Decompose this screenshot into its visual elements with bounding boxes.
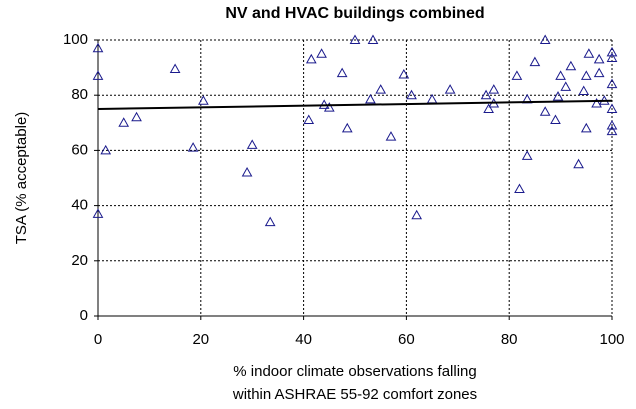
data-point [593, 67, 605, 78]
data-point [591, 97, 602, 108]
data-point [606, 120, 618, 130]
data-point [118, 117, 130, 127]
data-point [385, 131, 397, 141]
data-point [539, 34, 551, 44]
data-point [511, 70, 523, 80]
data-point [131, 111, 142, 122]
data-point [565, 60, 577, 71]
data-point [580, 70, 592, 80]
data-point [514, 183, 525, 194]
y-tick-label: 60 [71, 141, 88, 158]
data-point [593, 53, 605, 64]
data-point [606, 46, 618, 57]
data-point [606, 125, 618, 136]
data-point [241, 166, 253, 177]
x-axis-label: % indoor climate observations falling [233, 363, 476, 380]
y-tick-label: 40 [71, 197, 88, 214]
y-tick-label: 0 [80, 307, 88, 324]
data-point [444, 84, 456, 94]
data-point [169, 63, 181, 73]
data-point [323, 102, 335, 112]
data-point [336, 67, 348, 78]
data-point [539, 106, 551, 116]
data-point [92, 70, 104, 80]
data-point [606, 78, 618, 89]
chart-title: NV and HVAC buildings combined [225, 5, 484, 22]
data-point [198, 95, 209, 105]
y-axis-label: TSA (% acceptable) [13, 112, 30, 245]
data-point [573, 158, 584, 169]
data-point [552, 91, 564, 101]
data-point [411, 209, 423, 220]
data-point [488, 84, 500, 94]
data-point [303, 114, 315, 125]
x-axis-label: within ASHRAE 55-92 comfort zones [232, 386, 477, 403]
data-point [92, 208, 104, 218]
data-point [264, 216, 276, 227]
y-tick-label: 20 [71, 252, 88, 269]
data-point [349, 34, 361, 44]
data-point [398, 68, 410, 79]
data-point [560, 81, 572, 91]
data-point [305, 53, 317, 64]
data-point [483, 103, 494, 113]
data-point [365, 93, 376, 104]
data-point [426, 93, 438, 104]
trend-line [97, 99, 613, 110]
data-point [92, 42, 104, 53]
x-tick-label: 0 [94, 331, 102, 348]
data-point [521, 150, 533, 160]
data-point [555, 70, 566, 80]
data-point [578, 85, 590, 96]
x-tick-label: 40 [295, 331, 312, 348]
data-point [100, 144, 112, 155]
y-tick-label: 100 [63, 31, 88, 48]
data-point [187, 142, 199, 152]
data-point [606, 52, 618, 62]
data-point [341, 122, 353, 133]
x-tick-label: 60 [398, 331, 415, 348]
y-tick-label: 80 [71, 86, 88, 103]
data-point [580, 122, 592, 133]
data-point [606, 103, 618, 113]
data-point [367, 34, 379, 44]
data-point [583, 48, 595, 58]
data-point [375, 84, 387, 94]
data-point [550, 114, 561, 125]
data-point [246, 139, 258, 149]
data-point [480, 89, 492, 100]
x-tick-label: 20 [192, 331, 209, 348]
data-point [406, 89, 417, 100]
data-point [529, 56, 541, 67]
x-tick-label: 80 [501, 331, 518, 348]
x-tick-label: 100 [599, 331, 624, 348]
data-point [316, 48, 327, 58]
